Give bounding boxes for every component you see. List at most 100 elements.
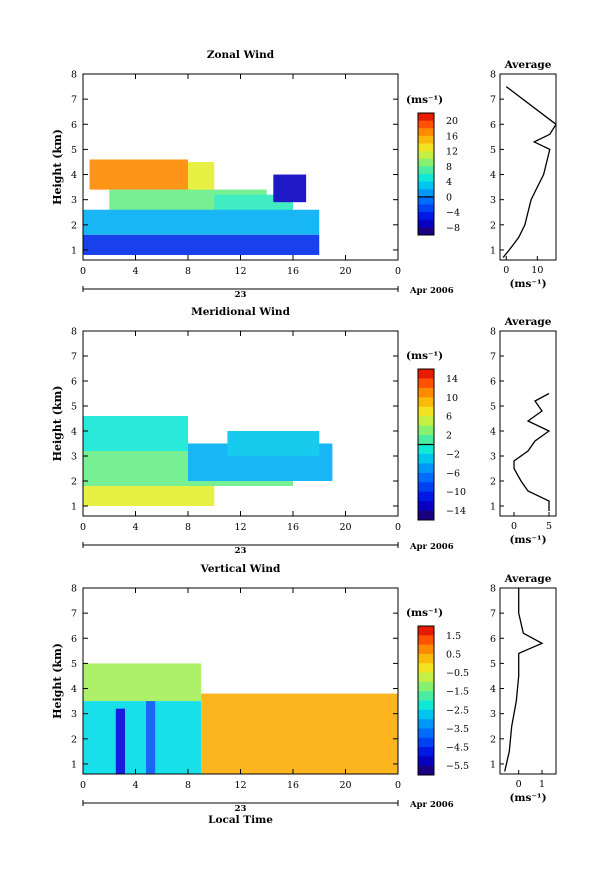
colorbar-tick-label: −0.5 (446, 668, 469, 679)
colorbar-swatch (418, 397, 434, 408)
date-day: 23 (235, 290, 247, 300)
y-tick-label: 6 (71, 634, 77, 645)
profile-x-tick-label: 10 (531, 265, 543, 276)
x-tick-label: 20 (339, 780, 351, 791)
y-tick-label: 8 (71, 70, 77, 81)
x-tick-label: 12 (234, 266, 246, 277)
colorbar-tick-label: 10 (446, 393, 458, 404)
colorbar-swatch (418, 681, 434, 692)
colorbar-swatch (418, 444, 434, 455)
colorbar-swatch (418, 174, 434, 183)
profile-y-tick-label: 8 (490, 70, 496, 81)
colorbar-tick-label: −6 (446, 468, 460, 479)
y-tick-label: 5 (71, 659, 77, 670)
colorbar-swatch (418, 501, 434, 512)
y-tick-label: 7 (71, 352, 77, 363)
y-tick-label: 1 (71, 759, 77, 770)
colorbar-swatch (418, 113, 434, 122)
profile-x-label: (ms⁻¹) (509, 278, 546, 290)
profile-y-tick-label: 7 (490, 352, 496, 363)
profile-x-label: (ms⁻¹) (509, 534, 546, 546)
profile-y-tick-label: 8 (490, 327, 496, 338)
y-tick-label: 4 (71, 170, 77, 181)
colorbar-swatch (418, 406, 434, 417)
colorbar-swatch (418, 181, 434, 190)
heatmap-cell (83, 234, 320, 255)
colorbar-tick-label: −5.5 (446, 761, 469, 772)
colorbar-swatch (418, 663, 434, 674)
colorbar-swatch (418, 369, 434, 379)
profile-title: Average (504, 59, 552, 71)
profile-y-tick-label: 5 (490, 402, 496, 413)
colorbar-tick-label: −4.5 (446, 743, 469, 754)
profile-y-tick-label: 1 (490, 245, 496, 256)
date-day: 23 (235, 804, 247, 814)
heatmap-cell (227, 431, 320, 456)
colorbar-tick-label: 0.5 (446, 649, 461, 660)
y-tick-label: 7 (71, 95, 77, 106)
y-tick-label: 3 (71, 452, 77, 463)
heatmap-cell (83, 209, 320, 235)
colorbar-frame (417, 112, 435, 236)
profile-x-tick-label: 0 (511, 521, 517, 532)
date-label: Apr 2006 (409, 800, 454, 810)
colorbar-swatch (418, 151, 434, 160)
profile-y-tick-label: 3 (490, 452, 496, 463)
profile-title: Average (504, 316, 552, 328)
colorbar-swatch (418, 453, 434, 464)
colorbar-tick-label: 16 (446, 131, 458, 142)
y-tick-label: 2 (71, 734, 77, 745)
profile-y-tick-label: 3 (490, 195, 496, 206)
heatmap-field (83, 663, 398, 774)
x-tick-label: 0 (395, 266, 401, 277)
colorbar-unit: (ms⁻¹) (406, 350, 443, 362)
colorbar-swatch (418, 212, 434, 221)
colorbar-swatch (418, 635, 434, 646)
x-tick-label: 20 (339, 266, 351, 277)
colorbar-unit: (ms⁻¹) (406, 94, 443, 106)
colorbar-swatch (418, 653, 434, 664)
profile-y-tick-label: 4 (490, 170, 496, 181)
heatmap-cell (83, 416, 188, 451)
y-tick-label: 3 (71, 195, 77, 206)
colorbar-frame (417, 625, 435, 776)
colorbar-tick-label: 12 (446, 147, 458, 158)
x-tick-label: 16 (287, 522, 299, 533)
colorbar-swatch (418, 756, 434, 767)
x-tick-label: 0 (80, 780, 86, 791)
y-tick-label: 5 (71, 402, 77, 413)
profile-x-tick-label: 5 (546, 521, 552, 532)
x-tick-label: 8 (185, 522, 191, 533)
colorbar-swatch (418, 416, 434, 427)
heatmap-cell (273, 174, 307, 203)
colorbar-swatch (418, 765, 434, 776)
colorbar-swatch (418, 378, 434, 389)
colorbar-tick-label: 6 (446, 412, 452, 423)
colorbar-swatch (418, 189, 434, 198)
colorbar-tick-label: 0 (446, 192, 452, 203)
colorbar-swatch (418, 691, 434, 701)
profile-y-tick-label: 5 (490, 659, 496, 670)
profile-y-tick-label: 7 (490, 95, 496, 106)
profile-frame (499, 73, 557, 261)
profile-x-tick-label: 1 (539, 779, 545, 790)
colorbar-swatch (418, 737, 434, 748)
y-tick-label: 4 (71, 684, 77, 695)
colorbar-swatch (418, 387, 434, 398)
colorbar-swatch (418, 435, 434, 445)
colorbar-swatch (418, 472, 434, 483)
heatmap-cell (83, 701, 202, 774)
x-axis-label: Local Time (208, 814, 273, 826)
colorbar-swatch (418, 135, 434, 144)
colorbar-tick-label: 1.5 (446, 631, 461, 642)
heatmap-field (83, 159, 320, 255)
profile-y-tick-label: 5 (490, 145, 496, 156)
colorbar-swatch (418, 227, 434, 236)
colorbar-swatch (418, 747, 434, 757)
date-day: 23 (235, 546, 247, 556)
x-tick-label: 0 (395, 522, 401, 533)
heatmap-cell (201, 693, 398, 774)
date-label: Apr 2006 (409, 286, 454, 296)
